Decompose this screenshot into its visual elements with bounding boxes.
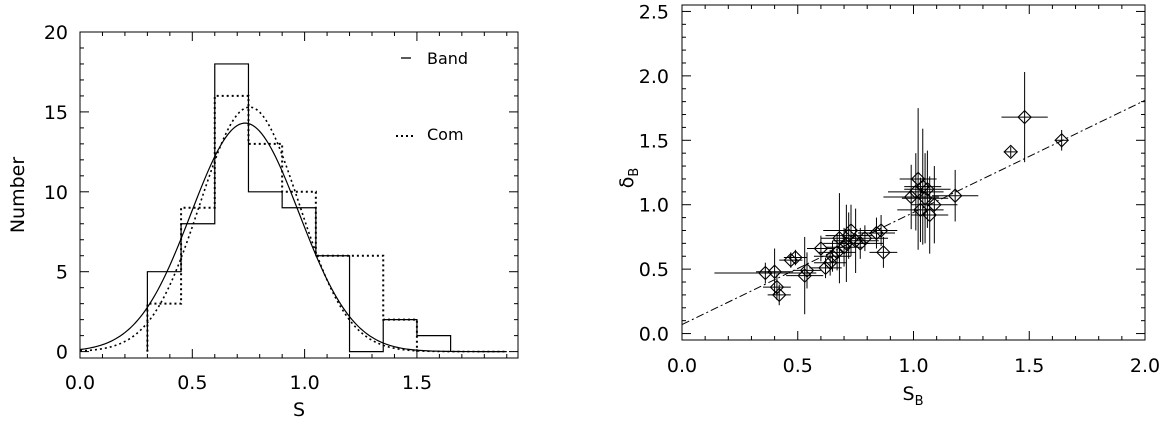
diamond-marker	[797, 268, 812, 283]
diamond-marker	[857, 230, 873, 246]
diamond-marker	[947, 188, 963, 203]
scatter-x-tick-label: 0.5	[783, 355, 813, 377]
diamond-marker	[767, 264, 782, 279]
scatter-plot-frame	[681, 4, 1146, 341]
scatter-point	[897, 177, 944, 243]
diamond-marker	[876, 245, 891, 260]
scatter-point	[864, 215, 898, 246]
histogram-x-tick-label: 0.0	[65, 372, 95, 394]
histogram-x-tick-label: 1.0	[290, 372, 320, 394]
scatter-point	[911, 166, 958, 244]
scatter-point	[841, 225, 889, 252]
scatter-point	[786, 236, 824, 315]
scatter-point	[1001, 72, 1048, 163]
scatter-point	[901, 153, 949, 244]
scatter-point	[932, 169, 979, 222]
histogram-panel: 0.0 0.5 1.0 1.5 0 5 10 15 20 S Number Band Com	[7, 22, 519, 421]
diamond-marker	[829, 245, 845, 260]
scatter-point	[767, 284, 791, 306]
diamond-marker	[1017, 109, 1032, 125]
histogram-x-tick-label: 0.5	[177, 372, 207, 394]
diamond-marker	[927, 197, 942, 212]
histogram-fit-curves	[79, 106, 507, 353]
scatter-point	[888, 153, 944, 231]
scatter-point	[807, 235, 835, 262]
scatter-point	[1003, 144, 1019, 160]
scatter-x-axis-label: SB	[903, 383, 924, 409]
scatter-y-tick-label: 0.0	[639, 324, 669, 346]
diamond-marker	[813, 241, 829, 256]
diamond-marker	[771, 287, 787, 303]
scatter-point	[756, 248, 794, 295]
histogram-plot-frame	[79, 31, 519, 359]
histogram-ticks	[79, 31, 518, 358]
histogram-y-tick-label: 5	[56, 262, 68, 284]
scatter-points	[714, 72, 1069, 315]
diamond-marker	[1054, 133, 1069, 148]
histogram-y-axis-label: Number	[7, 157, 29, 234]
scatter-point	[763, 274, 791, 301]
scatter-y-tick-label: 2.0	[639, 66, 669, 88]
scatter-point	[869, 236, 898, 268]
scatter-y-tick-label: 2.5	[639, 1, 669, 23]
scatter-x-tick-label: 1.5	[1014, 355, 1044, 377]
scatter-fit-line-path	[681, 99, 1146, 325]
diamond-marker	[1003, 144, 1019, 160]
histogram-y-tick-label: 15	[44, 102, 68, 124]
diamond-marker	[788, 250, 803, 265]
scatter-tick-labels: 0.0 0.5 1.0 1.5 2.0 0.0 0.5 1.0 1.5 2.0 2.5	[639, 1, 1160, 377]
gaussian-fit-com	[79, 106, 507, 353]
diamond-marker	[920, 181, 935, 197]
scatter-x-tick-label: 2.0	[1130, 355, 1160, 377]
scatter-point	[783, 249, 808, 266]
diamond-marker	[769, 279, 785, 295]
scatter-y-axis-label-subscript: B	[627, 168, 642, 177]
gaussian-fit-band	[79, 122, 507, 353]
diamond-marker	[873, 223, 889, 238]
histogram-x-tick-label: 1.5	[402, 372, 432, 394]
histogram-legend: Band Com	[396, 49, 468, 144]
scatter-y-tick-label: 1.5	[639, 130, 669, 152]
scatter-y-tick-label: 1.0	[639, 195, 669, 217]
scatter-x-tick-label: 1.0	[898, 355, 928, 377]
legend-label-com: Com	[427, 125, 464, 144]
diamond-marker	[841, 228, 856, 243]
histogram-y-tick-label: 10	[44, 182, 68, 204]
scatter-x-tick-label: 0.0	[667, 355, 697, 377]
histogram-y-tick-label: 0	[56, 342, 68, 364]
scatter-fit-line	[681, 99, 1146, 325]
scatter-point	[825, 212, 872, 259]
scatter-y-tick-label: 0.5	[639, 259, 669, 281]
scatter-point	[911, 176, 949, 254]
scatter-x-axis-label-subscript: B	[915, 394, 924, 409]
scatter-ticks	[681, 5, 1146, 340]
histogram-x-axis-label: S	[293, 399, 305, 421]
scatter-point	[1054, 129, 1069, 151]
scatter-panel: 0.0 0.5 1.0 1.5 2.0 0.0 0.5 1.0 1.5 2.0 2.5 SB δB	[616, 1, 1160, 409]
histogram-tick-labels: 0.0 0.5 1.0 1.5 0 5 10 15 20	[44, 22, 432, 394]
scatter-y-axis-label: δB	[616, 168, 642, 189]
scatter-point	[899, 108, 937, 250]
legend-label-band: Band	[427, 49, 468, 68]
histogram-y-tick-label: 20	[44, 22, 68, 44]
